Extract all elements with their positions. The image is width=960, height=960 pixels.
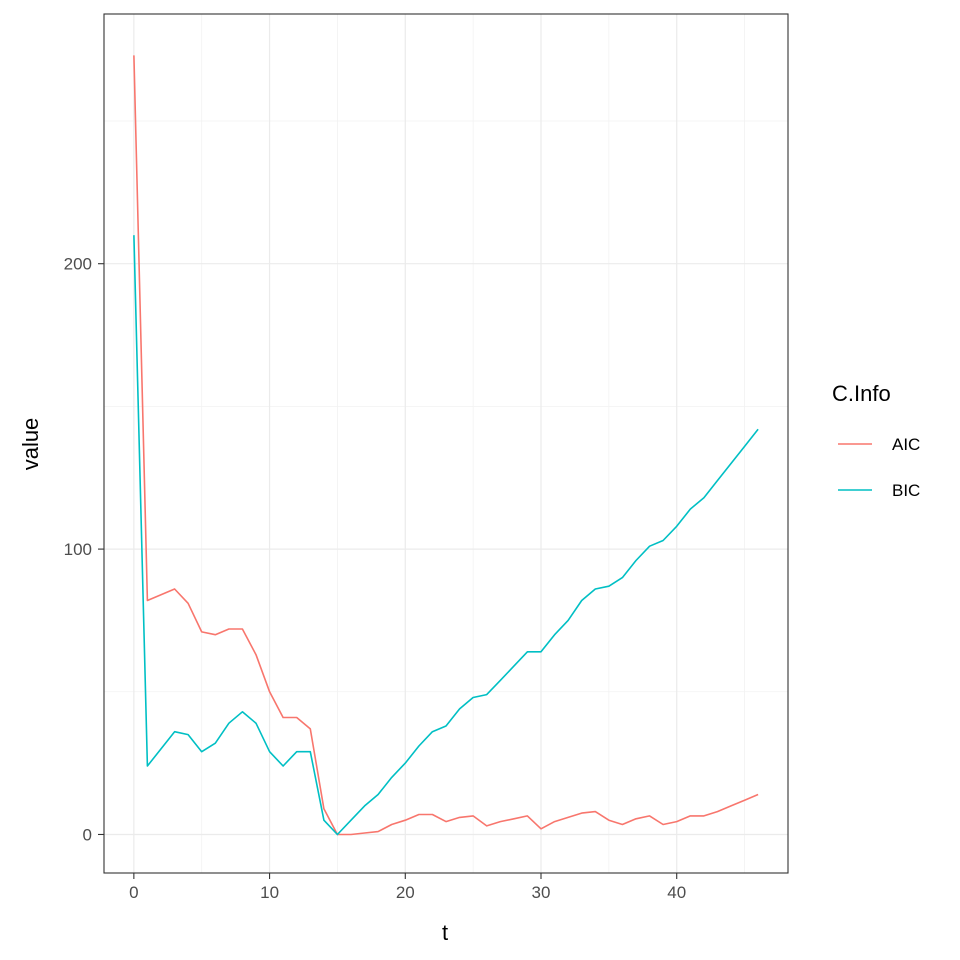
x-axis-ticks: 0 10 20 30 40 xyxy=(129,873,686,902)
y-tick-label: 0 xyxy=(83,825,92,844)
x-tick-label: 10 xyxy=(260,883,279,902)
x-tick-label: 0 xyxy=(129,883,138,902)
minor-gridlines xyxy=(104,14,788,873)
legend-label-bic: BIC xyxy=(892,481,920,500)
x-tick-label: 30 xyxy=(532,883,551,902)
series-line-bic xyxy=(133,235,759,836)
x-axis-title: t xyxy=(442,920,448,945)
series-line-aic xyxy=(133,55,759,836)
y-axis-ticks: 0 100 200 xyxy=(64,255,104,844)
series-lines xyxy=(133,55,759,836)
legend-label-aic: AIC xyxy=(892,435,920,454)
legend-title: C.Info xyxy=(832,381,891,406)
major-gridlines xyxy=(104,14,788,873)
y-tick-label: 200 xyxy=(64,255,92,274)
x-tick-label: 20 xyxy=(396,883,415,902)
y-tick-label: 100 xyxy=(64,540,92,559)
plot-panel-border xyxy=(103,13,789,874)
y-axis-title: value xyxy=(18,418,43,471)
legend: C.Info AIC BIC xyxy=(832,381,920,500)
x-tick-label: 40 xyxy=(667,883,686,902)
